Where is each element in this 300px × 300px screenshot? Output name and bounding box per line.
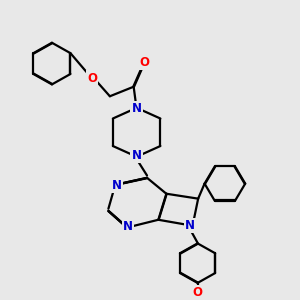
- Text: O: O: [193, 286, 202, 299]
- Text: N: N: [132, 149, 142, 162]
- Text: N: N: [123, 220, 133, 233]
- Text: N: N: [112, 178, 122, 192]
- Text: O: O: [87, 71, 97, 85]
- Text: O: O: [139, 56, 149, 69]
- Text: N: N: [132, 103, 142, 116]
- Text: N: N: [185, 219, 195, 232]
